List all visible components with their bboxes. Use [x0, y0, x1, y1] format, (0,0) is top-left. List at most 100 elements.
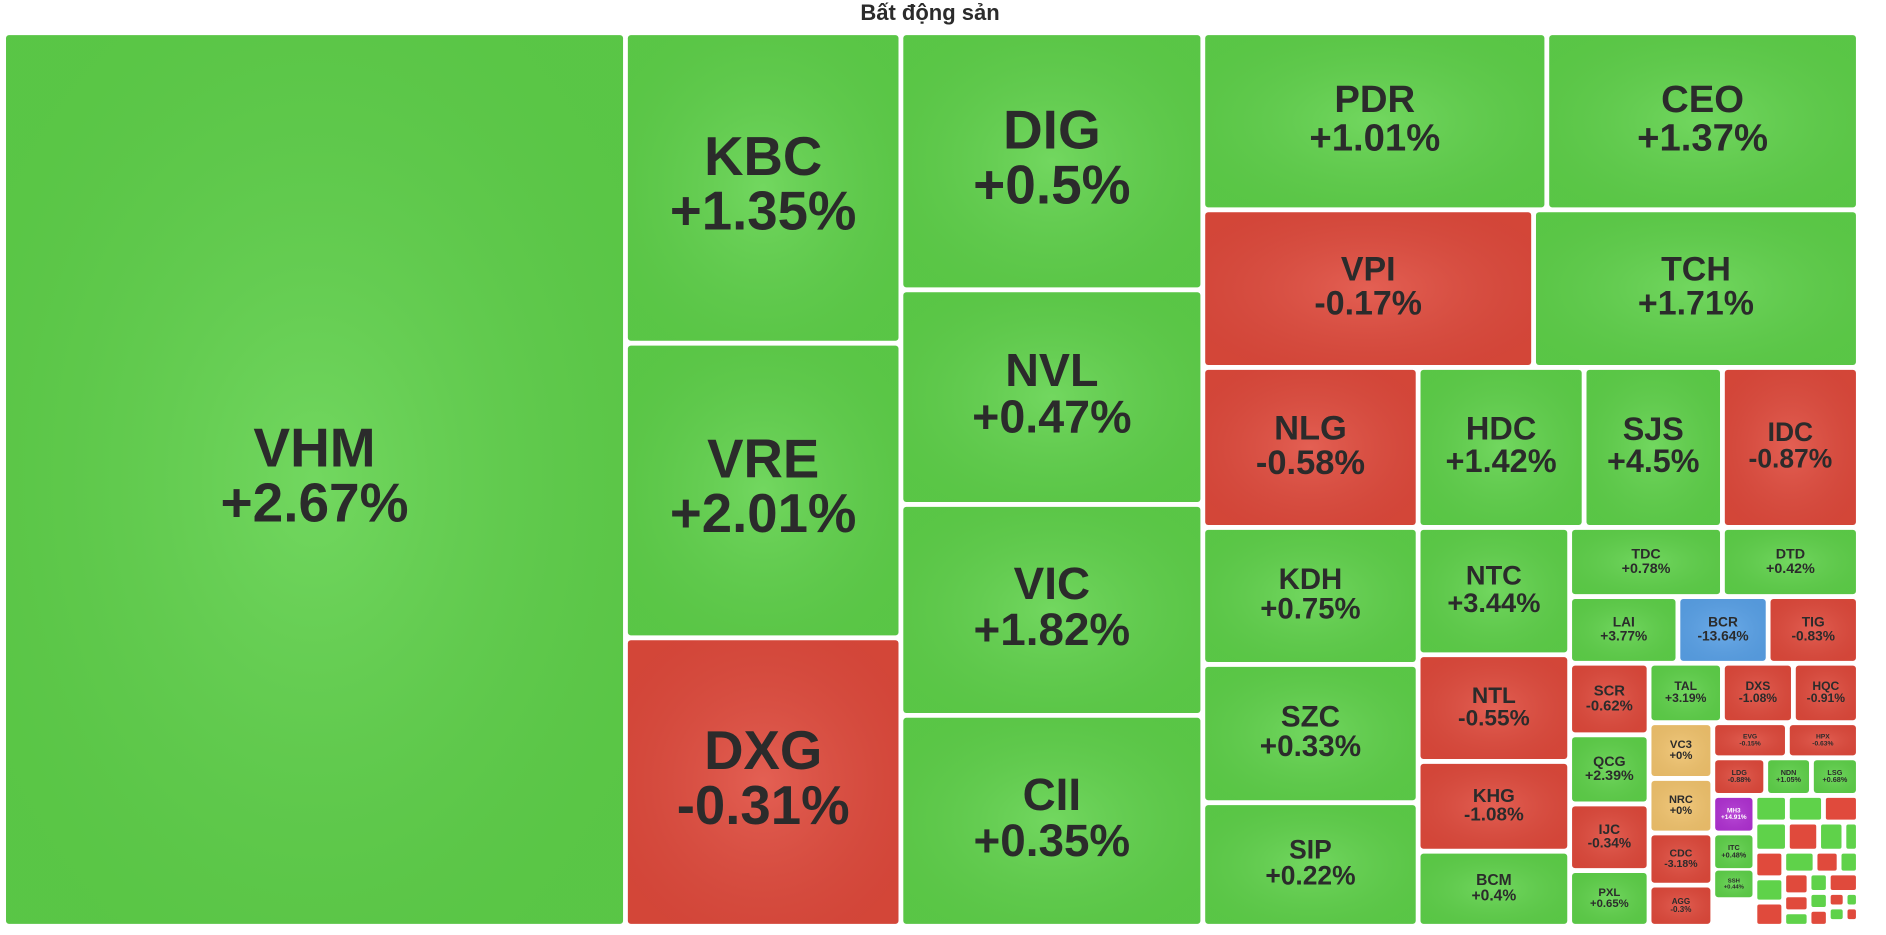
tile-label: +0.42% — [1766, 561, 1815, 577]
small-tile — [1786, 897, 1807, 910]
tile-label: +2.01% — [670, 483, 857, 544]
tile-label: +0% — [1670, 805, 1693, 817]
small-tile — [1830, 875, 1856, 890]
tile-name: NVL — [1005, 344, 1098, 396]
tile-shade — [627, 345, 899, 636]
tile-label: -0.62% — [1586, 698, 1633, 714]
tile-label: -0.87% — [1749, 444, 1833, 474]
tile-label: -0.15% — [1739, 740, 1760, 747]
tile-name: LAI — [1613, 615, 1635, 630]
small-tile — [1847, 909, 1856, 920]
tile-shade — [1715, 870, 1753, 898]
tile-name: DXG — [704, 720, 822, 781]
tile-name: QCG — [1593, 754, 1626, 770]
tile-shade — [1549, 35, 1856, 208]
tile-name: IDC — [1768, 417, 1814, 447]
tile-label: +0.4% — [1472, 888, 1517, 905]
small-tile — [1846, 824, 1856, 849]
tile-label: +14.91% — [1721, 814, 1747, 821]
tile-label: -0.63% — [1812, 740, 1833, 747]
tile-name: NTC — [1466, 560, 1522, 591]
tile-shade — [1789, 725, 1856, 756]
tile-shade — [1420, 853, 1568, 924]
tile-shade — [1651, 835, 1711, 883]
tile-label: -0.31% — [677, 775, 850, 836]
tile-shade — [1572, 529, 1721, 595]
tile-shade — [627, 640, 899, 924]
tile-label: +1.35% — [670, 181, 857, 242]
tile-label: +1.37% — [1637, 116, 1768, 159]
tile-shade — [1724, 369, 1856, 526]
tile-shade — [1715, 835, 1753, 869]
small-tile — [1789, 824, 1817, 849]
tile-name: VIC — [1014, 558, 1090, 609]
tile-name: IJC — [1599, 822, 1620, 837]
small-tile — [1811, 894, 1826, 907]
tile-name: KDH — [1279, 563, 1343, 596]
small-tile — [1786, 914, 1807, 924]
tile-shade — [1205, 805, 1416, 924]
tile-name: CEO — [1661, 78, 1744, 121]
tile-name: LDG — [1732, 768, 1748, 777]
tile-label: +4.5% — [1607, 443, 1699, 479]
tile-name: CII — [1023, 769, 1082, 820]
tile-label: +0.78% — [1622, 561, 1671, 577]
small-tile — [1825, 797, 1856, 820]
tile-name: SJS — [1623, 411, 1684, 447]
tile-name: VHM — [253, 417, 375, 479]
tile-label: +0.44% — [1724, 884, 1745, 890]
tile-label: +0.33% — [1260, 730, 1361, 763]
tile-shade — [1572, 806, 1647, 869]
small-tile — [1789, 797, 1822, 820]
tile-shade — [1715, 797, 1753, 831]
tile-label: +1.71% — [1638, 285, 1754, 323]
tile-name: SSH — [1728, 879, 1740, 885]
tile-shade — [1651, 665, 1721, 721]
tile-label: +0.22% — [1265, 861, 1355, 891]
tile-shade — [903, 506, 1201, 713]
tile-name: VRE — [707, 429, 819, 490]
tile-name: SZC — [1281, 701, 1340, 734]
tile-shade — [1572, 598, 1676, 661]
tile-shade — [1205, 35, 1545, 208]
tile-shade — [1205, 369, 1416, 526]
small-tile — [1811, 911, 1826, 924]
tile-label: -1.08% — [1739, 691, 1778, 705]
tile-shade — [1572, 737, 1647, 802]
tile-name: PXL — [1598, 887, 1620, 899]
small-tile — [1786, 853, 1813, 871]
small-tile — [1786, 875, 1807, 893]
tile-label: +0.68% — [1822, 775, 1847, 784]
tile-label: -13.64% — [1697, 628, 1748, 643]
tile-name: NRC — [1669, 794, 1693, 806]
tile-label: +1.82% — [974, 604, 1131, 655]
tile-shade — [627, 35, 899, 341]
tile-name: VC3 — [1670, 739, 1692, 751]
tile-shade — [903, 717, 1201, 924]
tile-label: +3.77% — [1600, 628, 1647, 643]
tile-name: SIP — [1289, 834, 1332, 864]
tile-shade — [6, 35, 624, 924]
tile-label: -0.91% — [1807, 691, 1846, 705]
tile-name: ITC — [1728, 843, 1740, 852]
tile-shade — [1770, 598, 1856, 661]
small-tile — [1817, 853, 1837, 871]
tile-shade — [1680, 598, 1766, 661]
tile-shade — [1420, 763, 1568, 849]
tile-name: DIG — [1003, 98, 1101, 160]
tile-shade — [1768, 760, 1810, 793]
tile-shade — [1795, 665, 1856, 721]
tile-label: -0.17% — [1314, 285, 1422, 323]
tile-name: HDC — [1466, 411, 1536, 447]
tile-shade — [1651, 725, 1711, 777]
tile-name: BCM — [1476, 872, 1512, 889]
tile-name: TDC — [1631, 547, 1660, 563]
tile-name: BCR — [1708, 615, 1738, 630]
tile-name: SCR — [1594, 684, 1626, 700]
tile-shade — [1586, 369, 1721, 526]
small-tile — [1830, 909, 1843, 920]
small-tile — [1841, 853, 1856, 871]
tile-label: +0% — [1669, 750, 1692, 762]
tile-label: +1.05% — [1776, 775, 1801, 784]
